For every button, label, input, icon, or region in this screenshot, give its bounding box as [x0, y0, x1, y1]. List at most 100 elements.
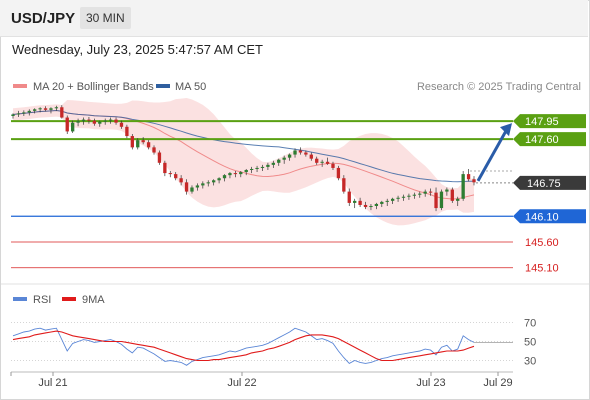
candle — [136, 138, 140, 150]
ma50-line — [12, 109, 474, 183]
candle — [439, 189, 444, 211]
candle — [130, 134, 134, 150]
candle — [418, 191, 422, 198]
candle — [434, 187, 438, 212]
candle — [54, 105, 59, 111]
level-label-147.95: 147.95 — [525, 116, 559, 128]
price-layer: 147.95 147.60 146.10 145.60 145.10 146.75 — [11, 98, 586, 275]
candle — [108, 117, 113, 124]
candle — [342, 175, 346, 194]
candle — [277, 158, 281, 166]
candle — [239, 171, 243, 178]
time-tick-label: Jul 23 — [416, 377, 445, 389]
candle — [461, 171, 465, 201]
ma20-legend-label: MA 20 + Bollinger Bands — [33, 81, 154, 93]
candle — [466, 168, 471, 182]
candle — [407, 193, 411, 200]
level-tag-147.95 — [513, 114, 586, 129]
candle — [16, 110, 21, 118]
candle — [195, 183, 200, 191]
candle — [212, 179, 216, 186]
target-arrow-head — [500, 123, 512, 137]
candle — [347, 188, 351, 206]
candle — [92, 118, 97, 126]
target-arrow — [476, 128, 509, 182]
candle — [184, 179, 189, 195]
candle — [315, 156, 319, 165]
candle — [380, 200, 384, 208]
candle — [114, 117, 118, 125]
candle — [450, 187, 454, 203]
time-tick-label: Jul 29 — [483, 377, 512, 389]
level-label-145.60: 145.60 — [525, 237, 559, 249]
candle — [445, 187, 449, 196]
candle — [152, 145, 156, 155]
candle — [70, 120, 75, 133]
candle — [65, 115, 69, 134]
candle — [325, 157, 330, 165]
level-label-146.10: 146.10 — [525, 211, 559, 223]
candle — [222, 174, 227, 182]
candle — [282, 155, 286, 164]
candle — [81, 117, 86, 125]
candle — [168, 171, 172, 178]
candle — [456, 196, 460, 206]
candle — [157, 150, 162, 165]
rsi-tick-50: 50 — [524, 337, 536, 349]
candle — [60, 105, 64, 119]
candle — [412, 192, 417, 199]
candle — [125, 124, 129, 139]
candle — [249, 166, 254, 174]
research-credit: Research © 2025 Trading Central — [417, 81, 581, 93]
candle — [336, 165, 341, 181]
candle — [293, 148, 297, 158]
ma50-legend-label: MA 50 — [175, 81, 206, 93]
candle — [369, 203, 373, 211]
candle — [43, 106, 48, 112]
candle — [27, 109, 31, 116]
candle — [244, 168, 248, 176]
candle — [98, 120, 102, 127]
candle — [428, 188, 433, 196]
candle — [385, 198, 389, 206]
rsi-tick-70: 70 — [524, 318, 536, 330]
symbol-title: USD/JPY — [11, 10, 76, 27]
candle — [287, 153, 292, 161]
candle — [363, 201, 368, 210]
candle — [87, 117, 91, 124]
candle — [298, 147, 303, 155]
bollinger-band — [13, 98, 474, 226]
candle — [331, 161, 335, 170]
candle — [163, 160, 167, 177]
candle — [228, 172, 232, 179]
level-tag-147.60 — [513, 132, 586, 147]
timeframe-badge[interactable]: 30 MIN — [80, 7, 131, 29]
candle — [304, 150, 308, 157]
time-axis: Jul 21 Jul 22 Jul 23 Jul 29 — [10, 371, 513, 389]
candle — [190, 185, 194, 194]
candle — [401, 194, 406, 201]
candle — [174, 172, 178, 181]
candle — [11, 113, 15, 119]
current-price-label: 146.75 — [527, 178, 561, 190]
level-label-147.60: 147.60 — [525, 134, 559, 146]
rsi-ma-line — [12, 330, 475, 362]
candle — [353, 198, 357, 209]
candle — [260, 164, 265, 172]
candle — [309, 152, 313, 161]
candle — [233, 171, 238, 178]
candle — [423, 189, 427, 197]
candle — [49, 107, 53, 114]
candle — [266, 162, 270, 170]
candle — [179, 175, 183, 186]
candle — [374, 202, 379, 210]
time-tick-label: Jul 21 — [38, 377, 67, 389]
candle — [320, 159, 324, 167]
candle — [38, 107, 42, 113]
candle — [76, 118, 80, 127]
candle — [33, 108, 37, 114]
rsi-layer: 70 50 30 — [11, 318, 536, 368]
timestamp: Wednesday, July 23, 2025 5:47:57 AM CET — [12, 42, 263, 57]
level-label-145.10: 145.10 — [525, 263, 559, 275]
